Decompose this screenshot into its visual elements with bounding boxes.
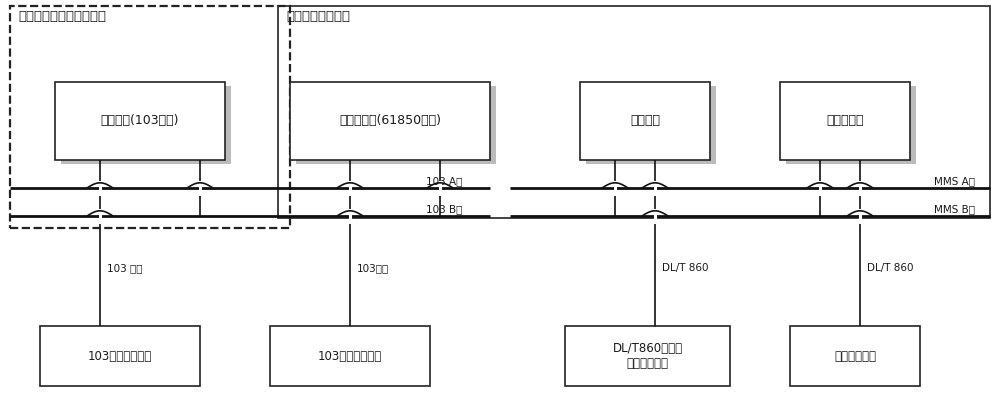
Text: DL/T860标准保
护、测控装置: DL/T860标准保 护、测控装置 — [612, 342, 683, 370]
Bar — [565, 326, 730, 386]
Bar — [61, 86, 231, 164]
Text: 103 B网: 103 B网 — [426, 204, 462, 214]
Text: 保护信息子站: 保护信息子站 — [834, 350, 876, 362]
Bar — [270, 326, 430, 386]
Text: 103 A网: 103 A网 — [426, 176, 462, 186]
Bar — [580, 82, 710, 160]
Text: 原繁昌变电站站控层设备: 原繁昌变电站站控层设备 — [18, 10, 106, 23]
Bar — [40, 326, 200, 386]
Bar — [278, 6, 990, 218]
Text: 监控后台(103规约): 监控后台(103规约) — [101, 114, 179, 128]
Text: DL/T 860: DL/T 860 — [662, 263, 708, 273]
Text: 103 规约: 103 规约 — [107, 263, 143, 273]
Bar — [55, 82, 225, 160]
Bar — [296, 86, 496, 164]
Text: DL/T 860: DL/T 860 — [867, 263, 914, 273]
Text: 103规约: 103规约 — [357, 263, 389, 273]
Text: 103标准继电保护: 103标准继电保护 — [318, 350, 382, 362]
Text: 103标准测控装置: 103标准测控装置 — [88, 350, 152, 362]
Text: MMS A网: MMS A网 — [934, 176, 975, 186]
Text: MMS B网: MMS B网 — [934, 204, 975, 214]
Bar — [586, 86, 716, 164]
Text: 智能化站控层设备: 智能化站控层设备 — [286, 10, 350, 23]
Text: 新监控后台(61850规约): 新监控后台(61850规约) — [339, 114, 441, 128]
Bar — [790, 326, 920, 386]
Bar — [786, 86, 916, 164]
Bar — [10, 6, 290, 228]
Text: 操作员站: 操作员站 — [630, 114, 660, 128]
Bar — [780, 82, 910, 160]
Bar — [290, 82, 490, 160]
Text: 一体化平台: 一体化平台 — [826, 114, 864, 128]
